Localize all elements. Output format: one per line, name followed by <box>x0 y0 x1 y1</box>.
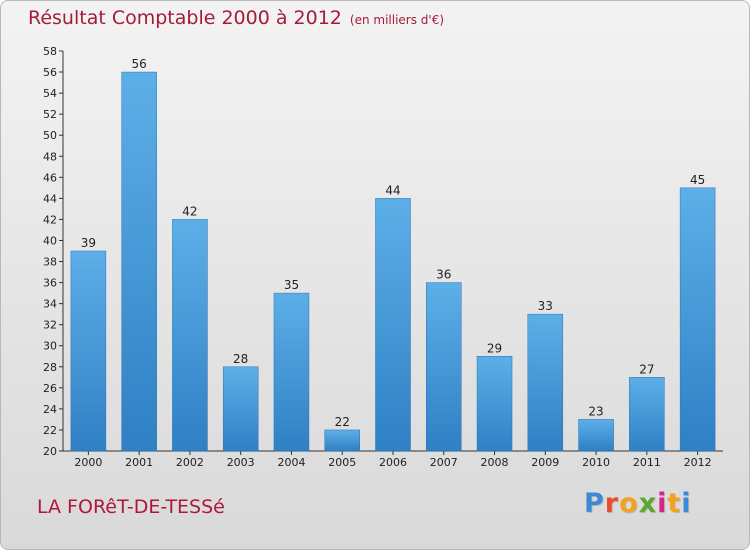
logo-letter: o <box>619 488 639 519</box>
y-tick-label: 30 <box>43 340 57 353</box>
bar-value-label: 45 <box>690 173 705 187</box>
y-tick-label: 20 <box>43 445 57 458</box>
y-tick-label: 22 <box>43 424 57 437</box>
bar-value-label: 44 <box>385 183 400 197</box>
y-tick-label: 56 <box>43 66 57 79</box>
x-tick-label: 2005 <box>328 456 356 469</box>
bar <box>121 71 157 452</box>
y-tick-label: 24 <box>43 403 57 416</box>
y-tick-label: 36 <box>43 277 57 290</box>
bar-value-label: 23 <box>588 404 603 418</box>
y-tick-label: 48 <box>43 150 57 163</box>
logo-letter: t <box>667 488 682 519</box>
bar <box>426 282 462 452</box>
proxiti-logo[interactable]: Proxiti <box>584 488 692 519</box>
logo-letter: x <box>638 488 658 519</box>
logo-letter: r <box>604 488 620 519</box>
bar <box>222 366 259 452</box>
x-tick-label: 2012 <box>684 456 712 469</box>
bar-value-label: 28 <box>233 352 248 366</box>
x-tick-label: 2004 <box>277 456 305 469</box>
bar <box>476 356 513 452</box>
x-axis: 2000 2001 2002 2003 2004 2005 2006 2007 2008 2009… <box>63 450 723 469</box>
y-tick-label: 26 <box>43 382 57 395</box>
commune-name: LA FORêT-DE-TESSé <box>37 496 225 518</box>
bar-value-label: 27 <box>639 362 654 376</box>
bar-value-label: 22 <box>335 415 350 429</box>
bar-value-label: 56 <box>132 57 147 71</box>
bar <box>679 187 716 452</box>
logo-letter: P <box>584 488 605 519</box>
logo-letter: i <box>657 488 668 519</box>
y-tick-label: 50 <box>43 129 57 142</box>
y-tick-label: 44 <box>43 192 57 205</box>
bar <box>375 198 411 452</box>
y-tick-label: 52 <box>43 108 57 121</box>
bar-value-label: 36 <box>436 268 451 282</box>
chart-title-text: Résultat Comptable 2000 à 2012 <box>28 7 342 29</box>
x-tick-label: 2010 <box>582 456 610 469</box>
chart-title: Résultat Comptable 2000 à 2012 (en millie… <box>28 7 444 29</box>
bar <box>273 292 310 452</box>
y-tick-label: 38 <box>43 256 57 269</box>
bar-series: 39 56 42 28 35 22 44 36 29 33 23 27 45 <box>70 57 716 452</box>
bar-value-label: 35 <box>284 278 299 292</box>
x-tick-label: 2006 <box>379 456 407 469</box>
x-tick-label: 2003 <box>227 456 255 469</box>
y-tick-label: 32 <box>43 319 57 332</box>
y-tick-label: 40 <box>43 234 57 247</box>
x-tick-label: 2002 <box>176 456 204 469</box>
bar-value-label: 39 <box>81 236 96 250</box>
x-tick-label: 2009 <box>531 456 559 469</box>
bar <box>629 377 665 452</box>
bar-value-label: 33 <box>538 299 553 313</box>
x-tick-label: 2011 <box>633 456 661 469</box>
y-tick-label: 54 <box>43 87 57 100</box>
bar <box>578 419 614 452</box>
x-tick-label: 2007 <box>430 456 458 469</box>
x-tick-label: 2008 <box>481 456 509 469</box>
bar-value-label: 29 <box>487 341 502 355</box>
bar <box>324 429 360 452</box>
bar <box>70 250 107 452</box>
bar <box>172 219 208 452</box>
bar <box>527 313 564 452</box>
chart-subtitle: (en milliers d'€) <box>349 13 445 27</box>
y-axis: 20 22 24 26 28 30 32 34 36 38 40 42 44 46 48 50 52 54 56 58 <box>43 45 64 458</box>
y-tick-label: 58 <box>43 45 57 58</box>
y-tick-label: 34 <box>43 298 57 311</box>
x-tick-label: 2000 <box>74 456 102 469</box>
y-tick-label: 42 <box>43 213 57 226</box>
logo-letter: i <box>681 488 692 519</box>
y-tick-label: 28 <box>43 361 57 374</box>
bar-value-label: 42 <box>182 204 197 218</box>
y-tick-label: 46 <box>43 171 57 184</box>
x-tick-label: 2001 <box>125 456 153 469</box>
